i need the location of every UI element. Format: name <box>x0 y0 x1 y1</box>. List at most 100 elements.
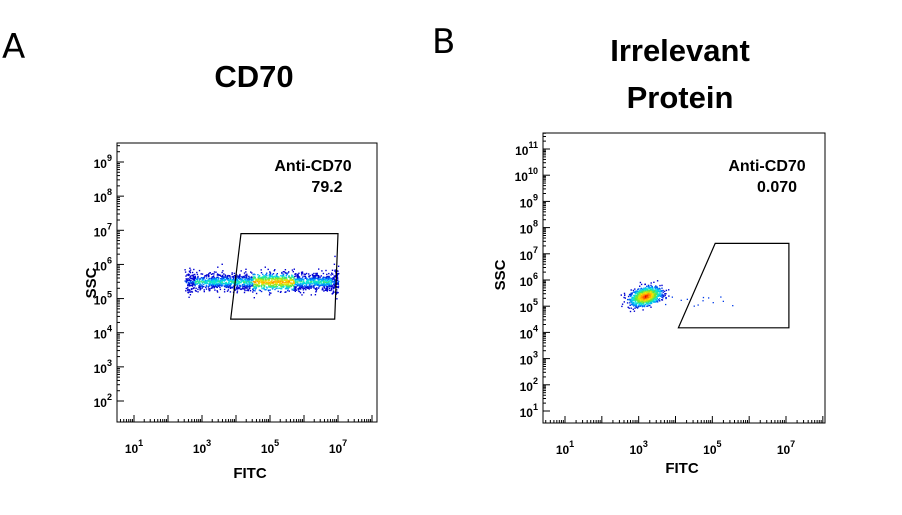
panel-a-gate <box>230 233 339 320</box>
event-dot <box>680 299 682 301</box>
event-dot <box>650 302 653 305</box>
event-dot <box>248 279 250 281</box>
event-dot <box>302 280 305 282</box>
event-dot <box>225 286 228 289</box>
event-dot <box>653 291 655 294</box>
event-dot <box>267 282 269 284</box>
event-dot <box>289 278 292 280</box>
event-dot <box>640 283 643 286</box>
event-dot <box>332 280 334 282</box>
event-dot <box>327 289 329 291</box>
panel-a-events <box>184 255 340 300</box>
event-dot <box>634 299 636 301</box>
event-dot <box>621 303 624 305</box>
event-dot <box>209 281 211 283</box>
event-dot <box>661 287 663 289</box>
event-dot <box>211 284 213 286</box>
event-dot <box>218 274 220 276</box>
event-dot <box>296 273 299 276</box>
event-dot <box>310 287 312 289</box>
event-dot <box>229 282 231 285</box>
event-dot <box>630 292 632 294</box>
event-dot <box>263 281 265 284</box>
event-dot <box>337 291 339 294</box>
event-dot <box>301 294 303 296</box>
event-dot <box>645 301 647 303</box>
event-dot <box>260 278 262 280</box>
event-dot <box>289 281 291 284</box>
event-dot <box>313 278 316 281</box>
event-dot <box>642 309 644 311</box>
event-dot <box>185 281 188 284</box>
y-tick-label: 104 <box>94 324 112 342</box>
event-dot <box>258 277 260 280</box>
event-dot <box>271 287 274 290</box>
y-tick-label: 103 <box>94 358 112 376</box>
event-dot <box>213 277 215 279</box>
y-tick-label: 104 <box>520 323 538 341</box>
event-dot <box>644 292 647 295</box>
event-dot <box>244 274 246 276</box>
event-dot <box>222 276 224 278</box>
event-dot <box>216 273 219 275</box>
event-dot <box>639 285 641 287</box>
event-dot <box>214 283 216 285</box>
event-dot <box>661 293 663 295</box>
event-dot <box>289 286 291 288</box>
event-dot <box>200 280 202 283</box>
panel-a-y-axis-label: SSC <box>83 267 100 298</box>
event-dot <box>257 278 259 281</box>
event-dot <box>627 295 630 298</box>
event-dot <box>308 287 310 289</box>
event-dot <box>657 294 659 296</box>
event-dot <box>642 300 644 302</box>
event-dot <box>206 281 208 283</box>
event-dot <box>633 303 635 305</box>
event-dot <box>331 281 333 283</box>
event-dot <box>641 288 644 291</box>
event-dot <box>233 281 236 283</box>
event-dot <box>265 273 268 275</box>
event-dot <box>326 287 328 289</box>
event-dot <box>280 290 282 293</box>
event-dot <box>661 284 663 287</box>
event-dot <box>319 278 321 280</box>
event-dot <box>209 272 211 274</box>
event-dot <box>330 283 333 285</box>
event-dot <box>239 286 242 288</box>
event-dot <box>661 290 663 292</box>
event-dot <box>318 285 320 287</box>
event-dot <box>658 294 660 296</box>
event-dot <box>332 278 334 280</box>
event-dot <box>333 263 336 265</box>
event-dot <box>216 291 219 293</box>
event-dot <box>318 276 320 278</box>
event-dot <box>266 278 269 280</box>
event-dot <box>291 274 293 276</box>
event-dot <box>294 287 296 289</box>
event-dot <box>224 278 226 280</box>
event-dot <box>252 288 254 291</box>
event-dot <box>336 274 339 276</box>
event-dot <box>198 279 201 281</box>
event-dot <box>283 278 285 280</box>
event-dot <box>211 276 214 278</box>
event-dot <box>187 285 189 287</box>
event-dot <box>325 285 327 287</box>
event-dot <box>650 290 652 292</box>
event-dot <box>222 279 224 282</box>
event-dot <box>221 271 223 274</box>
event-dot <box>197 283 199 285</box>
event-dot <box>188 296 190 298</box>
event-dot <box>648 290 650 292</box>
event-dot <box>664 293 666 295</box>
event-dot <box>329 280 331 282</box>
event-dot <box>279 282 282 284</box>
event-dot <box>327 281 330 283</box>
event-dot <box>210 282 212 284</box>
event-dot <box>229 284 231 286</box>
event-dot <box>650 301 652 304</box>
event-dot <box>328 289 331 292</box>
event-dot <box>658 287 660 290</box>
event-dot <box>303 281 305 283</box>
